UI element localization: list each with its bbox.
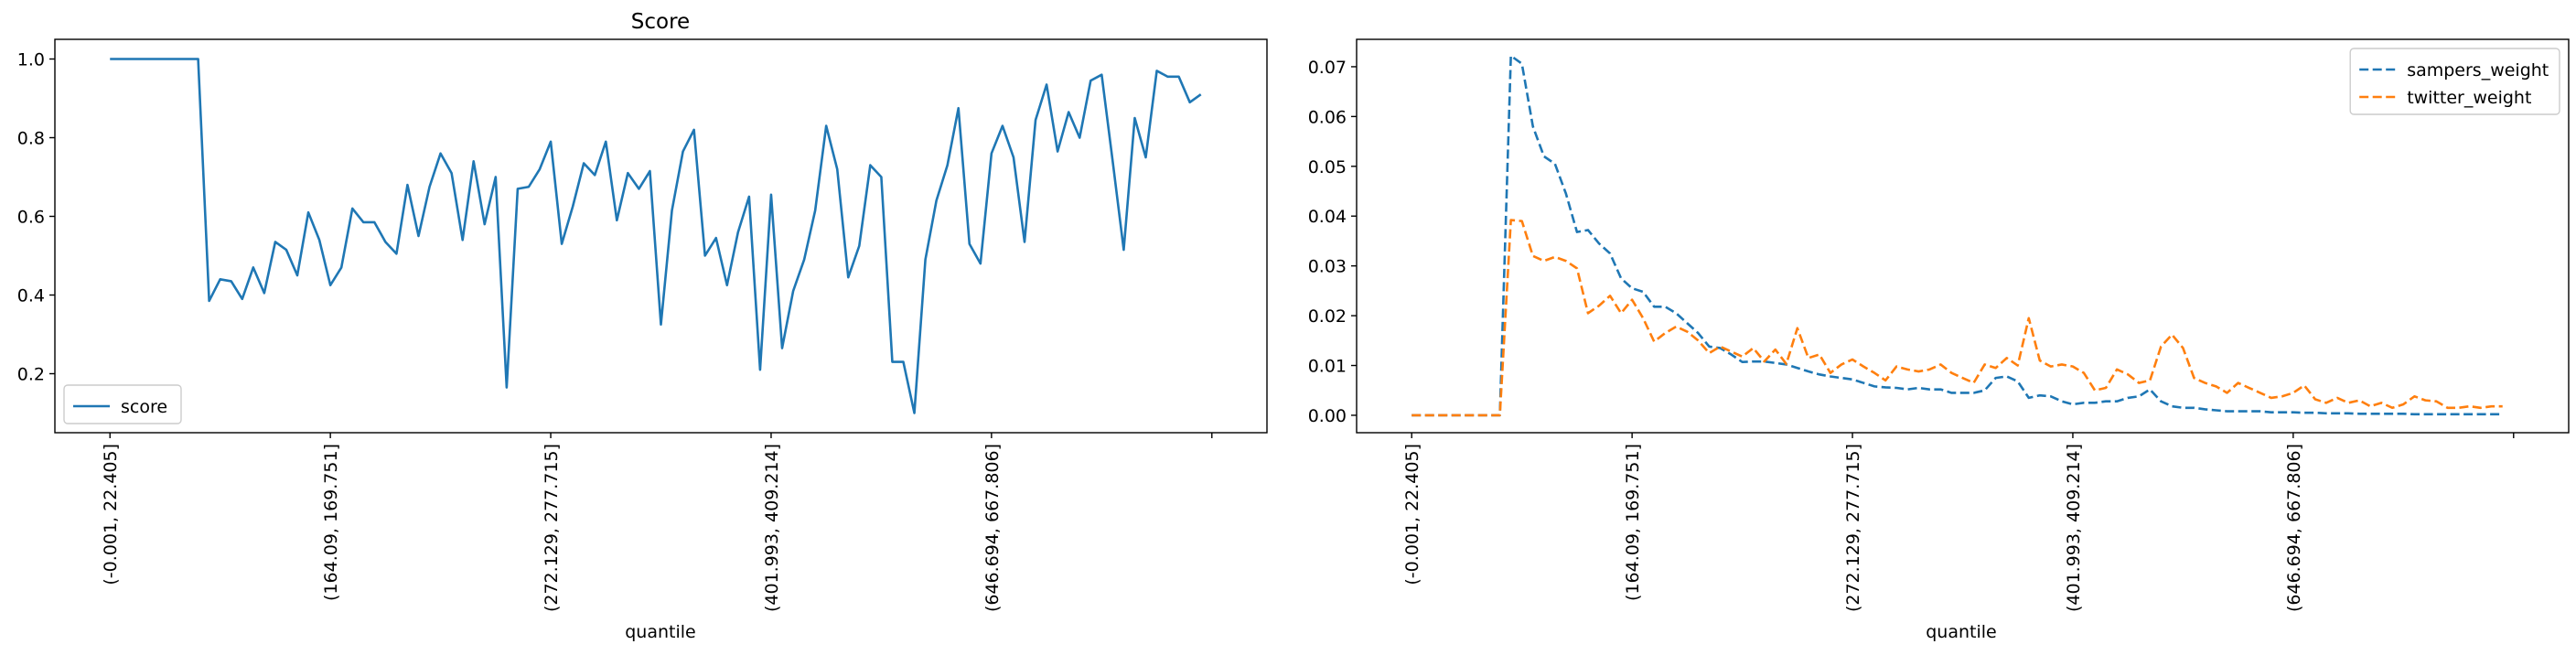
x-tick-label: (272.129, 277.715] xyxy=(542,444,562,612)
weights-axes-frame xyxy=(1356,38,2570,434)
y-tick-label: 0.8 xyxy=(17,129,45,149)
x-tick-label: (272.129, 277.715] xyxy=(1843,444,1863,612)
y-tick-label: 0.2 xyxy=(17,365,45,385)
score-series-layer xyxy=(110,58,1202,414)
weights-legend: sampers_weight twitter_weight xyxy=(2349,48,2560,115)
x-tick-label: (-0.001, 22.405] xyxy=(101,444,121,585)
x-tick-label: (-0.001, 22.405] xyxy=(1402,444,1422,585)
y-tick-label: 0.02 xyxy=(1308,306,1347,327)
series-line-sampers-weight xyxy=(1411,54,2503,417)
x-tick-label: (646.694, 667.806] xyxy=(2284,444,2304,612)
weights-x-axis-label: quantile xyxy=(1926,622,1996,642)
score-y-ticks: 0.2 0.4 0.6 0.8 1.0 xyxy=(17,50,55,385)
y-tick-label: 0.07 xyxy=(1308,58,1347,78)
score-legend: score xyxy=(63,384,182,424)
y-tick-label: 0.00 xyxy=(1308,406,1347,426)
y-tick-label: 0.01 xyxy=(1308,357,1347,377)
score-panel: Score 0.2 0.4 0.6 0.8 1.0 (-0.001, 22.405] (1… xyxy=(17,10,1268,642)
y-tick-label: 0.04 xyxy=(1308,207,1347,227)
legend-box xyxy=(2349,48,2560,115)
x-tick-label: (164.09, 169.751] xyxy=(1623,444,1643,601)
legend-label: score xyxy=(121,397,167,417)
x-tick-label: (164.09, 169.751] xyxy=(321,444,341,601)
weights-y-ticks: 0.00 0.01 0.02 0.03 0.04 0.05 0.06 0.07 xyxy=(1308,58,1357,426)
y-tick-label: 0.06 xyxy=(1308,107,1347,127)
weights-series-layer xyxy=(1411,54,2503,417)
x-tick-label: (646.694, 667.806] xyxy=(982,444,1003,612)
x-tick-label: (401.993, 409.214] xyxy=(2064,444,2084,612)
y-tick-label: 1.0 xyxy=(17,50,45,70)
score-x-axis-label: quantile xyxy=(625,622,695,642)
series-line-twitter-weight xyxy=(1411,219,2503,417)
legend-label: sampers_weight xyxy=(2407,60,2549,81)
x-tick-label: (401.993, 409.214] xyxy=(762,444,782,612)
weights-panel: 0.00 0.01 0.02 0.03 0.04 0.05 0.06 0.07 (-0.001… xyxy=(1308,38,2570,642)
score-chart-title: Score xyxy=(631,10,690,34)
legend-box xyxy=(63,384,182,424)
score-x-ticks: (-0.001, 22.405] (164.09, 169.751] (272.12… xyxy=(101,433,1213,612)
weights-x-ticks: (-0.001, 22.405] (164.09, 169.751] (272.12… xyxy=(1402,433,2515,612)
score-axes-frame xyxy=(54,38,1268,434)
y-tick-label: 0.05 xyxy=(1308,157,1347,177)
legend-label: twitter_weight xyxy=(2407,88,2531,108)
series-line-score xyxy=(110,58,1202,414)
y-tick-label: 0.03 xyxy=(1308,257,1347,277)
y-tick-label: 0.4 xyxy=(17,286,45,306)
y-tick-label: 0.6 xyxy=(17,208,45,228)
